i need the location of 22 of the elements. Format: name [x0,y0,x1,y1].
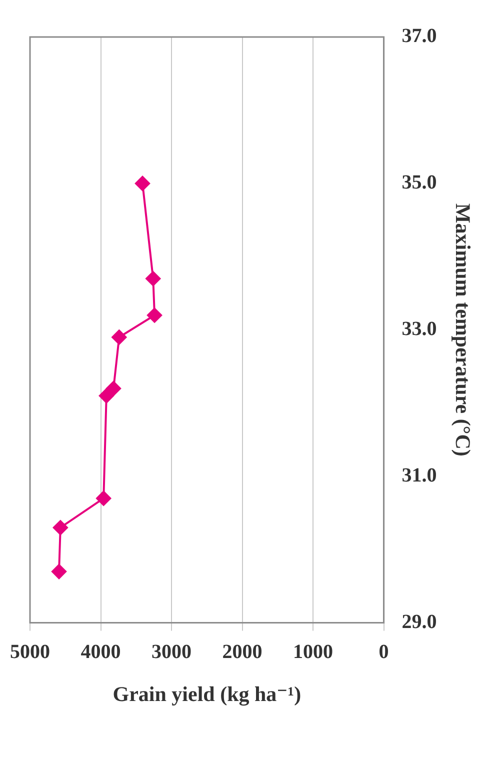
y-tick-label: 35.0 [402,172,437,194]
y-axis-title: Maximum temperature (°C) [450,203,475,456]
point [147,308,162,323]
x-tick-label: 1000 [293,640,334,663]
x-tick-label: 0 [378,640,389,663]
point [112,330,127,345]
y-tick-label: 31.0 [402,464,437,487]
point [98,388,114,404]
x-tick-label: 2000 [222,640,262,663]
point [146,271,161,286]
x-tick-label: 3000 [152,640,192,663]
y-tick-label: 37.0 [402,25,437,48]
point [135,176,150,191]
point [96,490,112,506]
y-tick-label: 33.0 [402,318,437,340]
point [52,564,67,580]
x-axis-title: Grain yield (kg ha⁻¹) [112,682,302,706]
x-tick-label: 5000 [10,640,50,663]
point [106,380,121,396]
x-tick-label: 4000 [80,640,121,663]
y-tick-label: 29.0 [402,610,437,633]
point [52,520,68,536]
